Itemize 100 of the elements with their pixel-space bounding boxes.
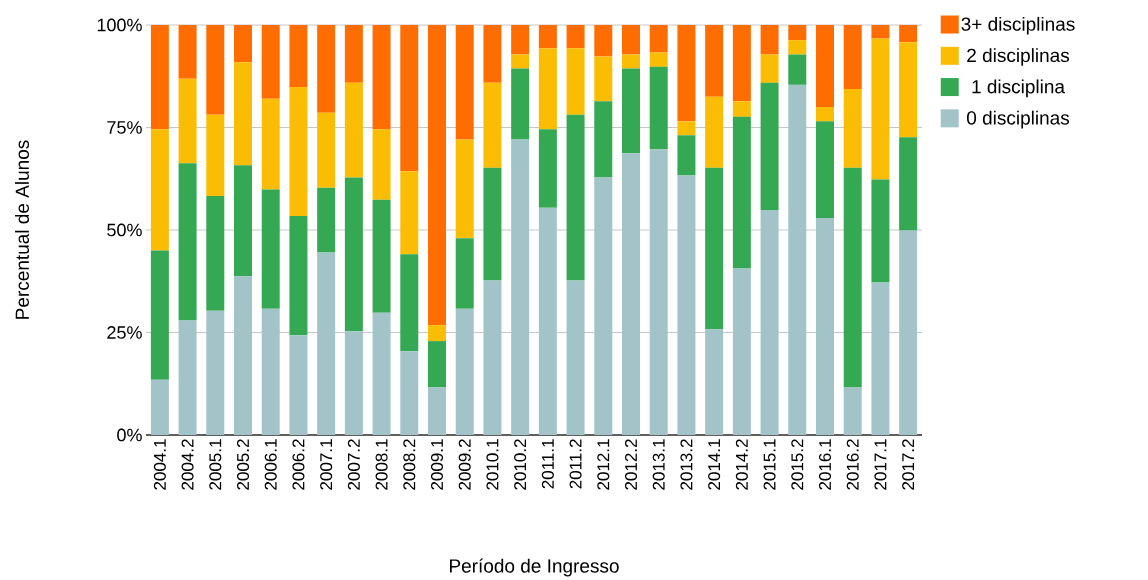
bar (622, 153, 640, 435)
x-tick-label: 2007.1 (320, 439, 333, 490)
bar (788, 84, 807, 435)
bar (511, 139, 530, 435)
bar (649, 52, 668, 67)
bar (150, 129, 169, 251)
bar (344, 331, 363, 435)
bar (705, 329, 724, 435)
bar (566, 280, 585, 435)
bar (566, 48, 585, 115)
bar (594, 24, 613, 57)
bar (400, 254, 419, 352)
x-tick-label: 2006.2 (292, 439, 305, 490)
bar (566, 24, 585, 49)
bar (677, 24, 696, 122)
bar (234, 276, 253, 435)
bar (816, 24, 834, 107)
x-tick-label: 2008.1 (375, 439, 388, 490)
x-tick-label: 2007.2 (347, 439, 360, 490)
x-tick-label: 2016.1 (818, 439, 832, 490)
bar (150, 379, 169, 435)
bar (511, 54, 530, 69)
bar (732, 116, 751, 269)
y-tick-label: 50% (107, 223, 142, 237)
bar (206, 310, 225, 435)
bar (428, 325, 447, 342)
bar (760, 82, 779, 210)
bar (178, 24, 197, 79)
bar (178, 78, 197, 164)
bar (372, 199, 391, 313)
bar (372, 312, 391, 435)
bar (594, 56, 613, 102)
bar (705, 24, 724, 97)
bar (455, 308, 474, 435)
bar (483, 82, 502, 168)
bar (622, 54, 640, 69)
bar (234, 62, 253, 166)
bar (317, 24, 336, 113)
y-tick-label: 100% (97, 18, 142, 32)
bar (705, 167, 724, 330)
bar (705, 96, 724, 168)
bar (289, 216, 308, 336)
bar (372, 129, 391, 200)
bar (538, 24, 557, 49)
bar (455, 238, 474, 309)
x-tick-label: 2012.1 (597, 439, 610, 490)
bar (538, 129, 557, 208)
bar (511, 24, 530, 55)
x-tick-label: 2005.1 (209, 439, 222, 490)
bar (344, 24, 363, 83)
bar (261, 189, 280, 309)
bar (594, 177, 613, 435)
x-tick-label: 2006.1 (264, 439, 277, 490)
bar (649, 149, 668, 435)
bar (677, 175, 696, 435)
bar (483, 280, 502, 435)
bar (649, 66, 668, 150)
x-tick-label: 2015.2 (791, 439, 804, 490)
bar (594, 101, 613, 178)
bar (234, 165, 253, 277)
bar (344, 82, 363, 178)
bar (843, 24, 862, 89)
bar (538, 48, 557, 130)
y-axis-title: Percentual de Alunos (15, 140, 29, 319)
x-tick-label: 2014.1 (708, 439, 721, 490)
bar (455, 24, 474, 140)
bar (816, 106, 834, 122)
x-tick-label: 2013.1 (652, 439, 665, 490)
bar (483, 24, 502, 83)
x-tick-label: 2009.2 (458, 439, 471, 490)
bar (511, 68, 530, 140)
bar (732, 101, 751, 117)
y-tick-label: 25% (107, 326, 142, 339)
bar (622, 68, 640, 154)
bar (289, 335, 308, 435)
bar (289, 86, 308, 217)
bar (483, 167, 502, 281)
bar (428, 341, 447, 388)
bar (317, 112, 336, 188)
bar (677, 121, 696, 136)
bar (178, 320, 197, 435)
x-tick-label: 2004.2 (181, 439, 194, 490)
bar (455, 139, 474, 239)
bar (871, 282, 890, 435)
bar (843, 387, 862, 435)
bar (732, 24, 751, 102)
bar (428, 24, 447, 326)
x-tick-label: 2014.2 (735, 439, 748, 490)
bar (344, 177, 363, 332)
x-tick-label: 2012.2 (624, 439, 638, 490)
bar (178, 163, 197, 321)
bar (372, 24, 391, 130)
bar (206, 195, 225, 311)
bar (566, 114, 585, 281)
y-tick-label: 0% (117, 428, 142, 442)
bar (538, 207, 557, 435)
bar (843, 88, 862, 168)
legend-label: 0 disciplinas (967, 110, 1070, 129)
bar (289, 24, 308, 87)
bar (788, 40, 807, 55)
